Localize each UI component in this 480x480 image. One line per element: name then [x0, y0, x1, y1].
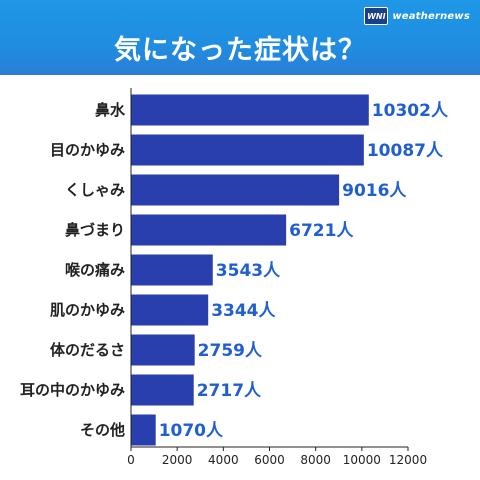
- header-banner: WNI weathernews 気になった症状は？: [0, 0, 480, 75]
- data-label: 10302人: [372, 101, 449, 121]
- data-label: 3344人: [211, 301, 276, 321]
- category-label: 鼻水: [95, 101, 126, 119]
- logo-text: weathernews: [392, 10, 470, 22]
- data-label: 2717人: [197, 381, 262, 401]
- data-label: 10087人: [367, 141, 444, 161]
- chart-title: 気になった症状は？: [114, 35, 366, 66]
- bar: [131, 294, 209, 326]
- bar: [131, 414, 156, 446]
- bar: [131, 174, 340, 206]
- data-label: 3543人: [216, 261, 281, 281]
- bar: [131, 334, 195, 366]
- weathernews-logo: WNI weathernews: [364, 7, 470, 25]
- data-label: 2759人: [198, 341, 263, 361]
- category-label: 喉の痛み: [65, 261, 125, 279]
- category-label: 目のかゆみ: [50, 141, 125, 159]
- x-tick-label: 0: [127, 453, 135, 467]
- x-tick-label: 6000: [254, 453, 285, 467]
- bar: [131, 374, 194, 406]
- category-label: 鼻づまり: [65, 221, 125, 239]
- x-tick-label: 12000: [389, 453, 427, 467]
- category-label: くしゃみ: [65, 181, 125, 199]
- bar: [131, 94, 369, 126]
- x-tick-label: 4000: [208, 453, 239, 467]
- data-label: 1070人: [159, 421, 224, 441]
- category-label: 耳の中のかゆみ: [20, 381, 125, 399]
- bar: [131, 214, 287, 246]
- logo-mark: WNI: [364, 7, 389, 25]
- category-label: 体のだるさ: [50, 341, 125, 359]
- bar: [131, 254, 213, 286]
- category-label: 肌のかゆみ: [50, 301, 125, 319]
- x-tick-label: 2000: [162, 453, 193, 467]
- data-label: 6721人: [289, 221, 354, 241]
- x-tick-label: 10000: [343, 453, 381, 467]
- bar: [131, 134, 364, 166]
- category-label: その他: [80, 421, 125, 439]
- data-label: 9016人: [342, 181, 407, 201]
- x-tick-label: 8000: [300, 453, 331, 467]
